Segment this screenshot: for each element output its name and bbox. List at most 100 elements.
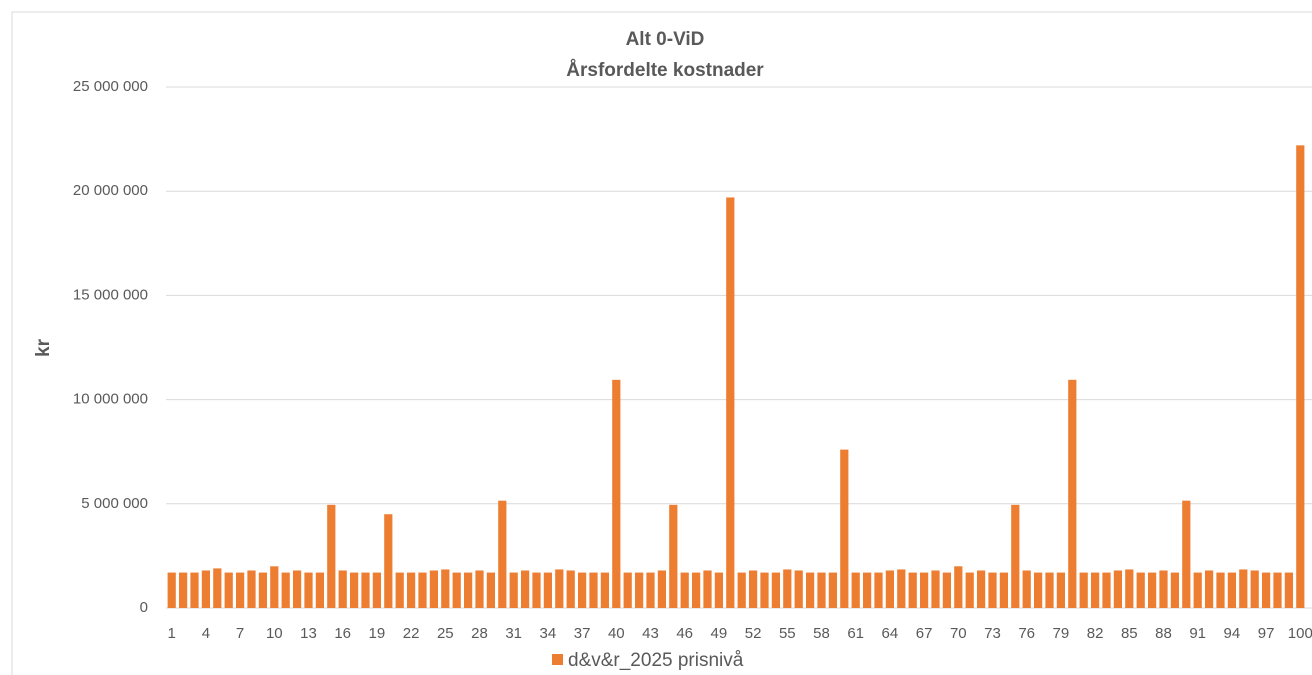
bar xyxy=(908,572,917,608)
x-tick-label: 22 xyxy=(403,625,420,642)
x-tick-label: 19 xyxy=(369,625,386,642)
bar xyxy=(771,572,781,608)
bar xyxy=(384,514,393,608)
bar xyxy=(760,572,769,608)
x-tick-label: 73 xyxy=(984,625,1001,642)
bar xyxy=(486,572,496,608)
bar xyxy=(1216,572,1225,608)
bar xyxy=(783,569,792,608)
x-tick-label: 70 xyxy=(950,625,967,642)
bar xyxy=(612,379,621,608)
bar xyxy=(349,572,359,608)
y-axis-label: kr xyxy=(33,338,54,357)
bar xyxy=(680,572,689,608)
bar xyxy=(555,569,564,608)
x-tick-label: 4 xyxy=(202,625,210,642)
bar xyxy=(1068,379,1077,608)
bar xyxy=(235,572,245,608)
x-tick-label: 25 xyxy=(437,625,454,642)
bar xyxy=(395,572,404,608)
bar xyxy=(1250,570,1259,608)
bar xyxy=(1033,572,1043,608)
chart-subtitle: Årsfordelte kostnader xyxy=(566,60,764,81)
x-tick-label: 58 xyxy=(813,625,830,642)
y-tick-label: 0 xyxy=(140,599,148,616)
bar xyxy=(737,572,746,608)
x-tick-label: 76 xyxy=(1018,625,1035,642)
bar xyxy=(714,572,724,608)
bar xyxy=(429,570,439,608)
x-tick-label: 67 xyxy=(916,625,933,642)
chart-border xyxy=(11,11,1312,675)
bar xyxy=(178,572,188,608)
bar xyxy=(1136,572,1145,608)
bar xyxy=(885,570,895,608)
bar xyxy=(748,570,758,608)
bar xyxy=(463,572,473,608)
bar xyxy=(794,570,803,608)
bar xyxy=(954,566,963,608)
bar xyxy=(1159,570,1168,608)
x-tick-label: 52 xyxy=(745,625,762,642)
bar xyxy=(1045,572,1054,608)
bar xyxy=(851,572,860,608)
bar xyxy=(999,572,1009,608)
bar xyxy=(224,572,233,608)
bar xyxy=(201,570,211,608)
y-tick-label: 5 000 000 xyxy=(81,495,148,512)
x-tick-label: 85 xyxy=(1121,625,1138,642)
bar xyxy=(1239,569,1248,608)
bar xyxy=(805,572,815,608)
chart-title: Alt 0-ViD xyxy=(626,29,705,50)
x-tick-label: 100 xyxy=(1288,625,1312,642)
bar xyxy=(543,572,553,608)
x-tick-label: 16 xyxy=(334,625,351,642)
bar xyxy=(1011,504,1020,608)
x-tick-label: 55 xyxy=(779,625,796,642)
bar xyxy=(1296,145,1305,609)
bar xyxy=(1227,572,1237,608)
bar xyxy=(361,572,370,608)
bar xyxy=(1125,569,1134,608)
bar xyxy=(1273,572,1282,608)
bar xyxy=(840,449,849,608)
x-tick-label: 1 xyxy=(168,625,176,642)
bar xyxy=(623,572,632,608)
x-tick-label: 40 xyxy=(608,625,625,642)
bar xyxy=(703,570,712,608)
bar xyxy=(1079,572,1088,608)
bar xyxy=(520,570,530,608)
bar xyxy=(372,572,382,608)
bar xyxy=(258,572,268,608)
bar xyxy=(509,572,518,608)
x-tick-label: 82 xyxy=(1087,625,1104,642)
bar xyxy=(976,570,986,608)
x-tick-label: 94 xyxy=(1224,625,1241,642)
bar xyxy=(1261,572,1271,608)
bar xyxy=(315,572,325,608)
bar xyxy=(589,572,598,608)
bar xyxy=(1102,572,1111,608)
bar xyxy=(1022,570,1031,608)
bar xyxy=(1056,572,1066,608)
x-tick-label: 43 xyxy=(642,625,659,642)
bar xyxy=(919,572,929,608)
bar xyxy=(406,572,416,608)
bar xyxy=(817,572,826,608)
x-tick-label: 49 xyxy=(711,625,728,642)
bar xyxy=(1170,572,1180,608)
bar xyxy=(942,572,952,608)
bar xyxy=(213,568,222,608)
bar xyxy=(726,197,735,608)
x-tick-label: 37 xyxy=(574,625,591,642)
y-tick-label: 20 000 000 xyxy=(73,182,148,199)
x-tick-label: 28 xyxy=(471,625,488,642)
bar xyxy=(327,504,336,608)
x-tick-label: 7 xyxy=(236,625,244,642)
bar xyxy=(862,572,872,608)
x-tick-label: 97 xyxy=(1258,625,1275,642)
x-tick-label: 61 xyxy=(847,625,864,642)
bar xyxy=(600,572,610,608)
y-tick-label: 25 000 000 xyxy=(73,78,148,95)
